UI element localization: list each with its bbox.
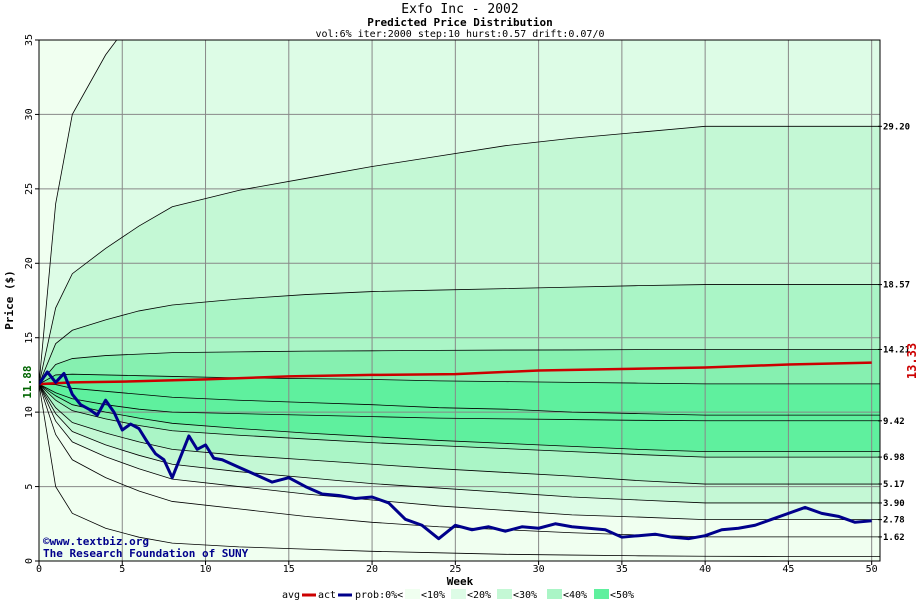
- percentile-end-label: 2.78: [883, 516, 905, 526]
- x-tick-label: 5: [119, 564, 125, 575]
- percentile-curve: [39, 125, 880, 385]
- percentile-end-label: 1.62: [883, 533, 905, 543]
- percentile-curve: [39, 349, 880, 385]
- probability-band: [39, 384, 880, 520]
- percentile-curves: [39, 40, 880, 557]
- y-tick-label: 15: [24, 332, 35, 344]
- legend-label-50: <50%: [610, 590, 634, 600]
- probability-band: [39, 349, 880, 385]
- end-price-label: 13.33: [905, 343, 919, 379]
- legend-label-act: act: [318, 590, 336, 600]
- probability-band: [39, 40, 880, 385]
- legend: avg act prob:0%< <10% <20% <30% <40% <50…: [282, 589, 634, 600]
- x-tick-label: 40: [699, 564, 711, 575]
- percentile-curve: [39, 383, 880, 422]
- legend-label-40: <40%: [563, 590, 587, 600]
- x-axis-label: Week: [447, 575, 474, 588]
- chart-params: vol:6% iter:2000 step:10 hurst:0.57 drif…: [316, 29, 605, 40]
- legend-label-avg: avg: [282, 590, 300, 600]
- probability-band: [39, 384, 880, 537]
- start-price-label: 11.88: [21, 365, 34, 398]
- percentile-end-label: 9.42: [883, 417, 905, 427]
- percentile-curve: [39, 384, 880, 557]
- y-tick-label: 35: [24, 34, 35, 46]
- probability-band: [39, 126, 880, 385]
- credit-website: ©www.textbiz.org: [43, 535, 149, 548]
- y-tick-label: 5: [24, 484, 35, 490]
- y-tick-label: 25: [24, 183, 35, 195]
- legend-swatch-band20: [497, 589, 512, 599]
- y-tick-label: 20: [24, 257, 35, 269]
- x-tick-label: 50: [866, 564, 878, 575]
- percentile-end-label: 29.20: [883, 122, 910, 132]
- x-tick-label: 0: [36, 564, 42, 575]
- probability-band: [39, 284, 880, 385]
- plot-frame: [38, 39, 881, 562]
- probability-band: [39, 384, 880, 421]
- probability-band: [39, 384, 880, 458]
- probability-band: [39, 384, 880, 503]
- legend-label-prob0: prob:0%<: [355, 590, 403, 600]
- percentile-end-label: 5.17: [883, 480, 905, 490]
- series-lines: [39, 361, 872, 541]
- y-axis-label: Price ($): [3, 270, 16, 330]
- legend-swatch-band0: [405, 589, 420, 599]
- x-tick-label: 45: [782, 564, 794, 575]
- y-tick-label: 30: [24, 108, 35, 120]
- percentile-end-label: 3.90: [883, 499, 905, 509]
- chart-subtitle: Predicted Price Distribution: [367, 16, 552, 29]
- percentile-end-labels: 29.20 18.57 14.21 9.42 6.98 5.17 3.90 2.78 1.62: [878, 122, 910, 543]
- legend-label-10: <10%: [421, 590, 445, 600]
- legend-label-20: <20%: [467, 590, 491, 600]
- x-tick-label: 10: [200, 564, 212, 575]
- credit-foundation: The Research Foundation of SUNY: [43, 547, 249, 560]
- probability-band: [39, 384, 880, 557]
- x-tick-label: 20: [366, 564, 378, 575]
- legend-swatch-band10: [451, 589, 466, 599]
- probability-band: [39, 384, 880, 452]
- percentile-end-label: 14.21: [883, 345, 910, 355]
- series-line-avg: [39, 361, 872, 386]
- percentile-end-label: 18.57: [883, 281, 910, 291]
- x-tick-label: 25: [449, 564, 461, 575]
- chart-title: Exfo Inc - 2002: [401, 2, 518, 17]
- legend-label-30: <30%: [513, 590, 537, 600]
- y-tick-label: 0: [24, 558, 35, 564]
- percentile-curve: [39, 284, 880, 385]
- axis-ticks: 0 5 10 15 20 25 30 35 40 45 50 0 5 10 15 20 25 30 35: [24, 34, 878, 575]
- percentile-curve: [39, 383, 880, 504]
- percentile-curve: [39, 383, 880, 485]
- y-tick-label: 10: [24, 406, 35, 418]
- percentile-end-label: 6.98: [883, 453, 905, 463]
- percentile-curve: [39, 383, 880, 416]
- x-tick-label: 15: [283, 564, 295, 575]
- percentile-curve: [39, 373, 880, 385]
- percentile-curve: [39, 383, 880, 458]
- probability-band: [39, 384, 880, 485]
- legend-swatch-band40: [594, 589, 609, 599]
- series-line-act: [39, 370, 872, 541]
- percentile-curve: [39, 40, 118, 385]
- probability-bands: [39, 40, 880, 561]
- x-tick-label: 35: [616, 564, 628, 575]
- legend-swatch-band30: [547, 589, 562, 599]
- probability-band: [39, 374, 880, 416]
- x-tick-label: 30: [533, 564, 545, 575]
